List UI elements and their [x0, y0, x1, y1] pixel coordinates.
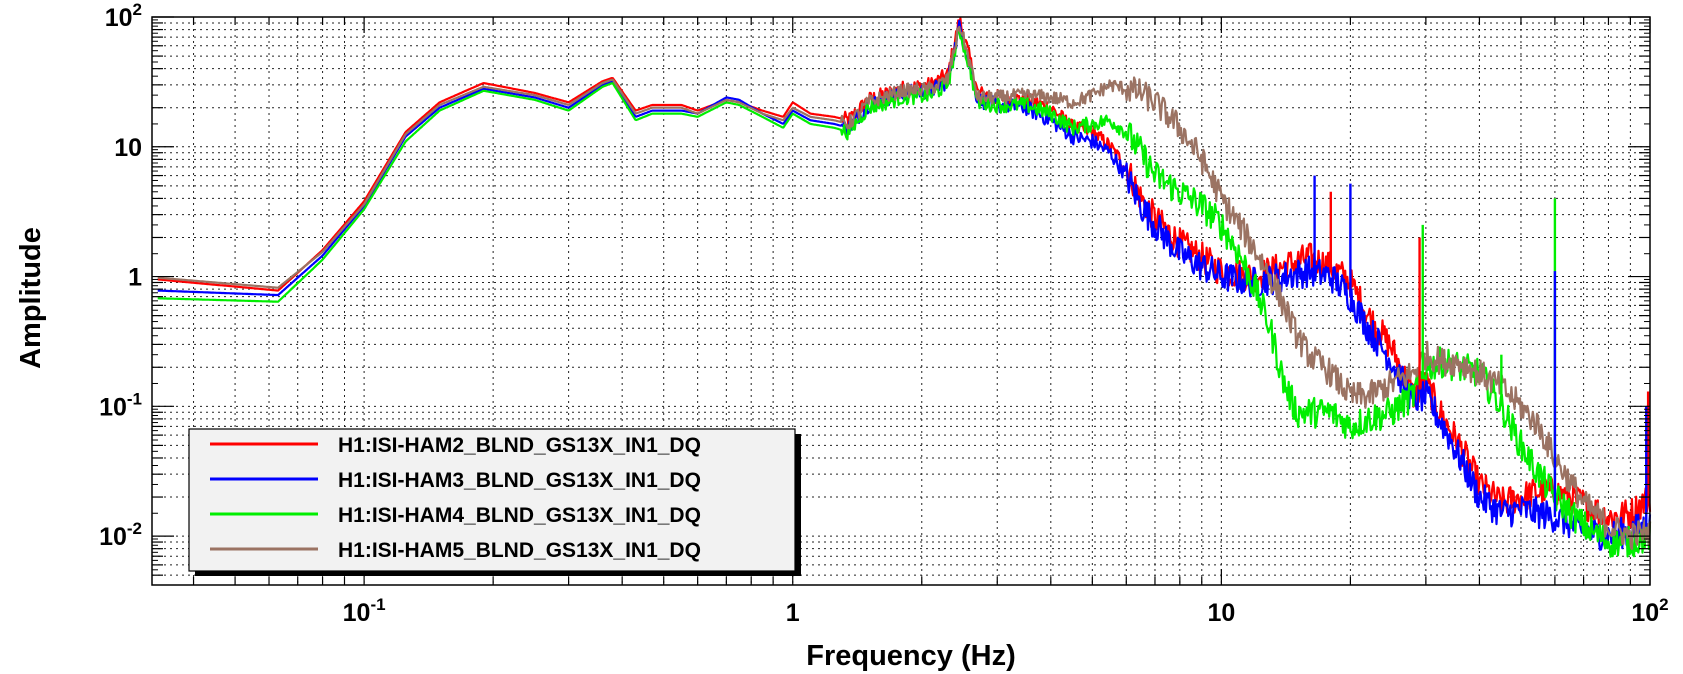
legend-label: H1:ISI-HAM5_BLND_GS13X_IN1_DQ	[338, 539, 701, 562]
x-tick-label: 10-1	[343, 595, 386, 627]
x-tick-label: 1	[786, 599, 800, 627]
y-tick-label: 102	[105, 0, 142, 32]
legend-box	[188, 428, 796, 572]
series-line-3	[157, 28, 1652, 558]
legend-label: H1:ISI-HAM4_BLND_GS13X_IN1_DQ	[338, 504, 701, 527]
legend-label: H1:ISI-HAM2_BLND_GS13X_IN1_DQ	[338, 434, 701, 457]
series-line-4	[157, 25, 1652, 551]
legend-label: H1:ISI-HAM3_BLND_GS13X_IN1_DQ	[338, 469, 701, 492]
legend: H1:ISI-HAM2_BLND_GS13X_IN1_DQ H1:ISI-HAM3…	[188, 428, 801, 576]
legend-entries: H1:ISI-HAM2_BLND_GS13X_IN1_DQ H1:ISI-HAM3…	[210, 434, 701, 562]
y-axis-title: Amplitude	[15, 227, 47, 369]
x-tick-label: 102	[1631, 595, 1668, 627]
axis-tick-labels: 10-1 1 10 102 10-2 10-1 1 10 102	[99, 0, 1669, 627]
y-tick-label: 10-1	[99, 389, 142, 421]
x-axis-title: Frequency (Hz)	[806, 640, 1015, 672]
y-tick-label: 10-2	[99, 519, 142, 551]
y-tick-label: 10	[114, 134, 142, 162]
axis-ticks	[152, 16, 1651, 585]
y-tick-label: 1	[128, 264, 142, 292]
x-tick-label: 10	[1207, 599, 1235, 627]
